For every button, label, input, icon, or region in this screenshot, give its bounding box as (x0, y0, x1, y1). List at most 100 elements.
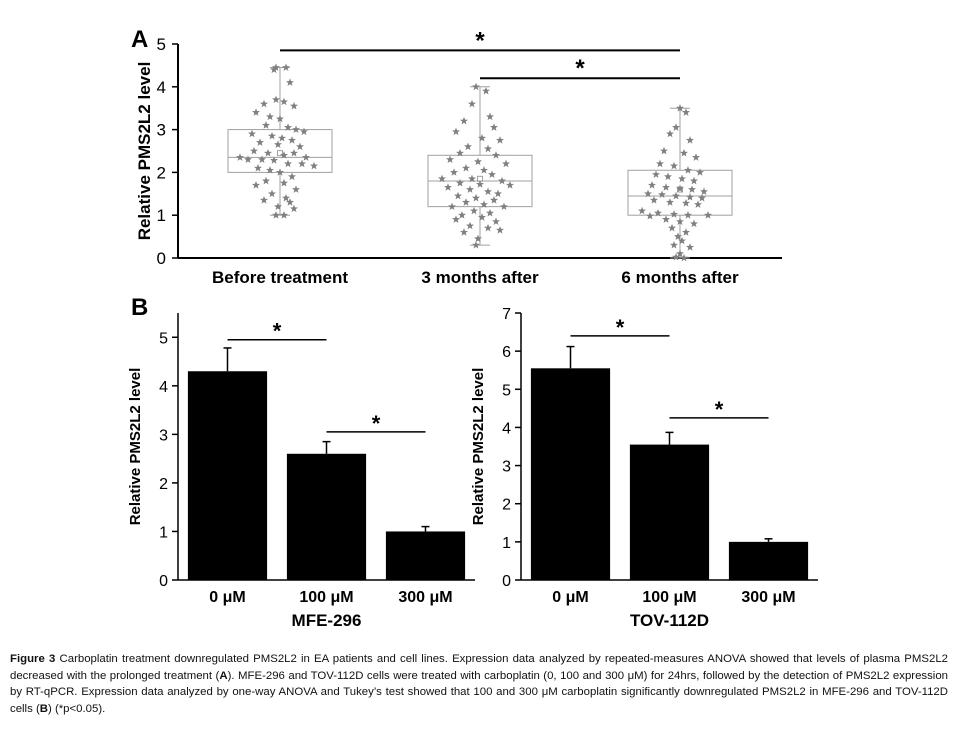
y-tick-label: 4 (502, 420, 511, 437)
data-point (492, 151, 500, 159)
y-tick-label: 5 (157, 35, 166, 54)
data-point (444, 183, 452, 191)
data-point (290, 101, 298, 110)
data-point (482, 86, 490, 95)
data-point (258, 155, 266, 163)
data-point (268, 189, 276, 198)
y-tick-label: 0 (502, 573, 511, 590)
y-axis-title: Relative PMS2L2 level (127, 368, 144, 526)
data-point (278, 133, 286, 142)
x-category-label: Before treatment (212, 268, 348, 287)
data-point (270, 156, 278, 164)
data-point (676, 184, 684, 193)
data-point (486, 208, 494, 217)
data-point (298, 159, 306, 168)
x-category-label: 0 μM (209, 589, 245, 606)
data-point (690, 176, 698, 185)
data-point (276, 168, 284, 176)
x-category-label: 0 μM (552, 589, 588, 606)
data-point (490, 123, 498, 131)
data-point (256, 138, 264, 146)
data-point (676, 104, 684, 112)
panel-a-letter: A (131, 26, 148, 53)
data-point (650, 196, 658, 204)
data-point (286, 198, 294, 206)
panel-b-bar-chart-mfe296: 0 1 2 3 4 5 Relative PMS2L2 level 0 μM 100 μM 300… (127, 313, 475, 630)
data-point (274, 140, 282, 148)
data-point (286, 78, 294, 86)
data-point (288, 172, 296, 181)
data-point (666, 129, 674, 138)
data-point (654, 208, 662, 217)
data-point (648, 181, 656, 189)
data-point (670, 240, 678, 249)
data-point (686, 193, 694, 201)
data-point (692, 153, 700, 161)
data-point (290, 204, 298, 213)
data-point (672, 191, 680, 200)
data-point (680, 148, 688, 157)
x-category-label: 100 μM (299, 589, 353, 606)
data-point (452, 215, 460, 223)
data-point (296, 142, 304, 151)
data-point (456, 148, 464, 157)
data-point (288, 136, 296, 144)
data-point (310, 161, 318, 170)
data-point (686, 136, 694, 144)
y-tick-label: 1 (157, 206, 166, 225)
data-point (704, 211, 712, 219)
data-point (262, 176, 270, 185)
data-point (488, 170, 496, 178)
figure-caption: Figure 3 Carboplatin treatment downregul… (10, 651, 948, 717)
data-point (490, 196, 498, 204)
data-point (644, 189, 652, 198)
panel-b-letter: B (131, 294, 148, 321)
caption-panel-b-ref: B (39, 702, 48, 715)
significance-star: * (575, 55, 585, 82)
data-point (244, 155, 252, 163)
figure-canvas: A B 0 1 2 3 4 5 Relative PMS2L2 level Before tr… (127, 26, 818, 630)
x-category-label: 6 months after (621, 268, 739, 287)
y-tick-label: 5 (502, 382, 511, 399)
data-point (480, 166, 488, 174)
panel-b-bar-chart-tov112d: 0 1 2 3 4 5 6 7 Relative PMS2L2 level 0 μM 100 μM 3… (470, 306, 818, 630)
y-tick-label: 2 (157, 163, 166, 182)
y-tick-label: 0 (159, 573, 168, 590)
y-tick-label: 6 (502, 344, 511, 361)
data-point (280, 211, 288, 219)
caption-panel-a-ref: A (219, 669, 228, 682)
y-tick-label: 4 (159, 379, 168, 396)
data-point (672, 123, 680, 131)
data-point (676, 217, 684, 226)
data-point (268, 131, 276, 140)
data-point (684, 211, 692, 219)
y-tick-label: 2 (502, 497, 511, 514)
data-point (438, 174, 446, 183)
data-point (292, 125, 300, 133)
data-point (452, 127, 460, 136)
data-point (282, 63, 290, 71)
data-point (454, 191, 462, 200)
data-point (280, 178, 288, 187)
y-tick-label: 7 (502, 306, 511, 323)
data-point (672, 252, 680, 261)
data-point (486, 112, 494, 121)
data-point (696, 168, 704, 176)
caption-text-2: ). MFE-296 and TOV-112D cells were treat… (10, 669, 948, 715)
box-iqr (627, 169, 733, 216)
data-point (684, 166, 692, 174)
bar (629, 444, 710, 580)
data-point (690, 219, 698, 228)
bar (187, 371, 268, 580)
x-category-label: 300 μM (398, 589, 452, 606)
data-point (678, 174, 686, 183)
y-tick-label: 4 (157, 78, 166, 97)
y-tick-label: 1 (502, 535, 511, 552)
data-point (500, 202, 508, 211)
data-point (498, 176, 506, 185)
y-tick-label: 3 (157, 121, 166, 140)
data-point (266, 166, 274, 174)
data-point (662, 183, 670, 191)
y-tick-label: 0 (157, 249, 166, 268)
